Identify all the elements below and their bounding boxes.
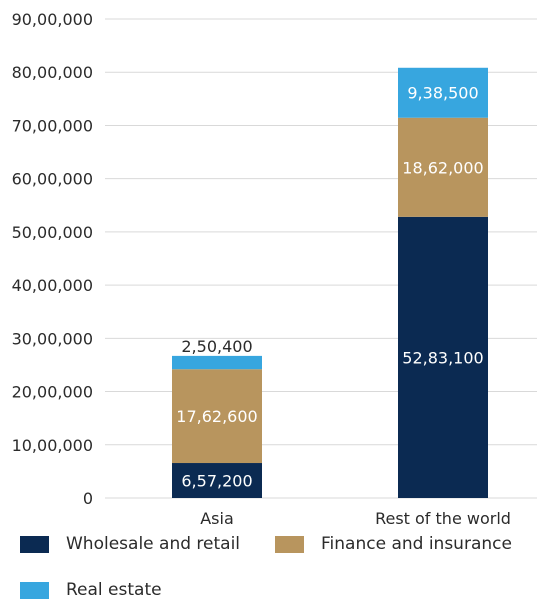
bar-rest-of-the-world-real-estate [398, 67, 488, 118]
bar-rest-of-the-world-wholesale-and-retail [398, 216, 488, 499]
bar-asia-real-estate [172, 355, 262, 370]
x-tick-label-rest-of-the-world: Rest of the world [375, 509, 511, 528]
legend-item-real-estate: Real estate [20, 582, 162, 599]
bar-asia-finance-and-insurance [172, 369, 262, 464]
legend-swatch-real-estate [20, 582, 49, 599]
y-tick-label-0: 0 [83, 489, 93, 508]
y-tick-label-8: 80,00,000 [12, 63, 93, 82]
data-label-asia-wholesale-and-retail: 6,57,200 [181, 472, 252, 491]
y-tick-label-3: 30,00,000 [12, 329, 93, 348]
y-tick-label-7: 70,00,000 [12, 116, 93, 135]
data-label-rest-of-the-world-wholesale-and-retail: 52,83,100 [402, 348, 483, 367]
y-tick-label-9: 90,00,000 [12, 10, 93, 29]
data-label-rest-of-the-world-real-estate: 9,38,500 [407, 84, 478, 103]
x-tick-label-asia: Asia [200, 509, 234, 528]
legend-swatch-finance-and-insurance [275, 536, 304, 553]
y-tick-label-2: 20,00,000 [12, 383, 93, 402]
y-tick-label-5: 50,00,000 [12, 223, 93, 242]
legend-swatch-wholesale-and-retail [20, 536, 49, 553]
y-tick-label-1: 10,00,000 [12, 436, 93, 455]
data-label-asia-real-estate: 2,50,400 [181, 337, 252, 356]
bar-asia-wholesale-and-retail [172, 463, 262, 498]
y-tick-label-6: 60,00,000 [12, 170, 93, 189]
legend-label-real-estate: Real estate [66, 580, 162, 600]
legend-label-wholesale-and-retail: Wholesale and retail [66, 534, 241, 554]
y-tick-label-4: 40,00,000 [12, 276, 93, 295]
data-label-asia-finance-and-insurance: 17,62,600 [176, 407, 257, 426]
data-label-rest-of-the-world-finance-and-insurance: 18,62,000 [402, 158, 483, 177]
legend-item-wholesale-and-retail: Wholesale and retail [20, 536, 240, 553]
bar-rest-of-the-world-finance-and-insurance [398, 117, 488, 217]
legend-item-finance-and-insurance: Finance and insurance [275, 536, 512, 553]
legend-label-finance-and-insurance: Finance and insurance [321, 534, 512, 554]
